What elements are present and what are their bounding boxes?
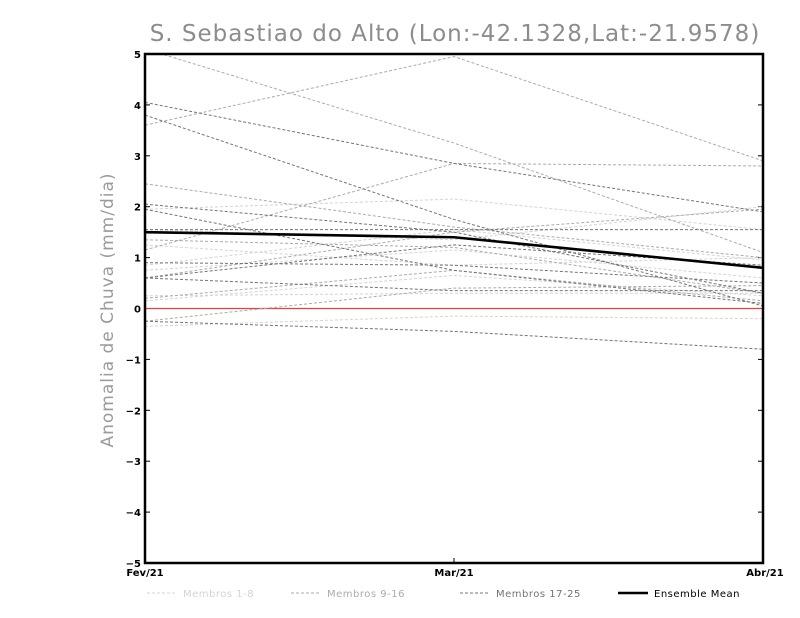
member-series-line-group2-3 xyxy=(145,183,763,259)
x-tick-label: Fev/21 xyxy=(126,568,163,579)
legend-label-1: Membros 1-8 xyxy=(183,589,254,600)
y-tick-label: 1 xyxy=(134,254,141,265)
plot-frame xyxy=(143,52,765,565)
member-series-line-group1-2 xyxy=(145,244,763,266)
member-series-line-group1-1 xyxy=(145,198,763,231)
member-series-line-group2-4 xyxy=(145,162,763,251)
member-series-line-group2-5 xyxy=(145,239,763,294)
legend-label-2: Membros 9-16 xyxy=(327,589,405,600)
y-tick-label: 2 xyxy=(134,203,141,214)
legend-label-3: Membros 17-25 xyxy=(496,589,581,600)
member-series-line-group3-9 xyxy=(145,320,763,350)
member-series-line-group2-1 xyxy=(159,54,763,253)
member-series-line-group3-6 xyxy=(145,262,763,284)
plot-area: −5 −4 −3 −2 −1 0 1 2 3 4 5 Fev/21 Mar/21 Abr/21 xyxy=(126,50,784,579)
x-tick-label: Abr/21 xyxy=(746,568,783,579)
y-tick-label: −1 xyxy=(126,355,141,366)
chart-title: S. Sebastiao do Alto (Lon:-42.1328,Lat:-… xyxy=(150,21,761,47)
series-lines xyxy=(145,54,763,350)
y-tick-label: 0 xyxy=(134,305,141,316)
y-tick-label: 3 xyxy=(134,152,141,163)
member-series-line-group1-6 xyxy=(145,206,763,241)
member-series-line-group1-3 xyxy=(145,229,763,266)
member-series-line-group3-4 xyxy=(145,208,763,304)
member-series-line-group1-7 xyxy=(145,249,763,279)
member-series-line-group1-4 xyxy=(145,292,763,297)
x-tick-label: Mar/21 xyxy=(434,568,473,579)
member-series-line-group3-8 xyxy=(145,277,763,292)
y-tick-label: −2 xyxy=(126,406,141,417)
y-tick-label: −3 xyxy=(126,457,141,468)
y-axis-label: Anomalia de Chuva (mm/dia) xyxy=(98,172,118,447)
y-tick-label: 4 xyxy=(134,101,141,112)
legend: Membros 1-8 Membros 9-16 Membros 17-25 Ense… xyxy=(147,589,740,600)
y-tick-label: 5 xyxy=(134,50,141,61)
member-series-line-group1-8 xyxy=(145,274,763,302)
member-series-line-group2-2 xyxy=(145,56,763,162)
member-series-line-group1-5 xyxy=(145,315,763,327)
y-tick-label: −5 xyxy=(126,559,141,570)
member-series-line-group3-3 xyxy=(145,203,763,294)
ensemble-mean-line xyxy=(145,230,763,270)
member-series-line-group2-8 xyxy=(145,285,763,322)
y-tick-label: −4 xyxy=(126,508,141,519)
legend-label-4: Ensemble Mean xyxy=(654,589,740,600)
